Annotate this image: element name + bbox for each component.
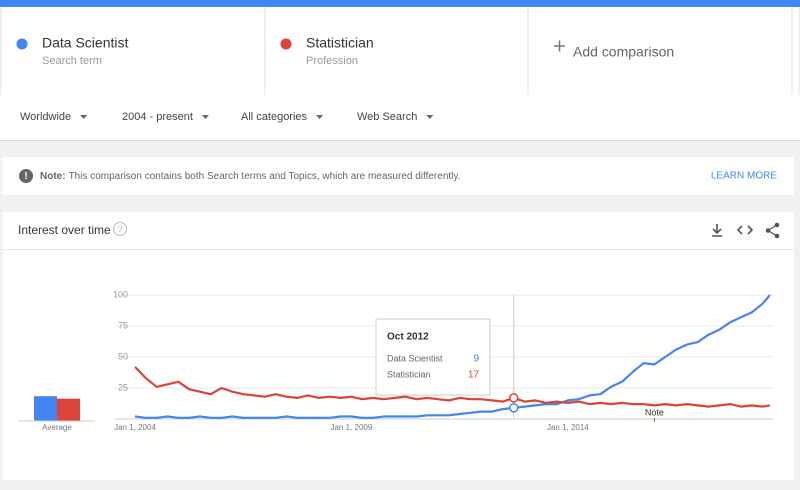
x-tick-label: Jan 1, 2009 xyxy=(331,423,373,432)
term-card[interactable]: Data Scientist Search term xyxy=(16,35,129,67)
series-line xyxy=(134,294,771,419)
y-tick-label: 25 xyxy=(118,382,128,392)
filter-label: Web Search xyxy=(357,111,417,123)
filter-dropdown[interactable]: All categories xyxy=(241,111,324,123)
hover-marker xyxy=(508,393,519,403)
y-tick-label: 75 xyxy=(118,320,128,330)
filter-label: Worldwide xyxy=(20,111,71,123)
download-icon[interactable] xyxy=(712,224,722,237)
share-link xyxy=(766,224,778,237)
note-text: Note: This comparison contains both Searc… xyxy=(40,171,460,182)
header xyxy=(2,7,798,95)
share-icon[interactable] xyxy=(765,222,780,239)
average-bar xyxy=(57,398,80,421)
top-bar xyxy=(0,0,800,7)
tooltip-box xyxy=(375,318,491,396)
note-icon-glyph: ! xyxy=(24,171,27,182)
note-icon xyxy=(19,169,33,183)
annotation[interactable]: Note xyxy=(645,407,664,417)
line-chart: 25 50 75 100 Jan 1, 2004 Jan 1, 2009 Jan 1, 20… xyxy=(18,289,773,432)
filter-dropdown[interactable]: Web Search xyxy=(357,111,434,123)
plus-icon xyxy=(554,40,565,52)
note-card xyxy=(3,157,794,195)
tooltip-value: 9 xyxy=(473,354,479,365)
tooltip-name: Data Scientist xyxy=(387,353,443,363)
add-comparison[interactable]: Add comparison xyxy=(554,40,674,60)
help-icon[interactable] xyxy=(113,222,127,236)
y-tick-label: 100 xyxy=(113,289,128,299)
dropdown-arrow xyxy=(426,115,434,119)
dropdown-arrow xyxy=(316,115,324,119)
filter-dropdown[interactable]: Worldwide xyxy=(20,111,88,123)
series-line xyxy=(134,366,771,408)
filter-bar xyxy=(0,95,800,140)
term-dot xyxy=(280,38,292,50)
term-name: Data Scientist xyxy=(42,35,128,51)
tooltip-date: Oct 2012 xyxy=(387,332,429,343)
embed-icon[interactable] xyxy=(736,225,754,235)
tooltip: Oct 2012 Data Scientist 9 Statistician 17 xyxy=(375,318,491,396)
average-label: Average xyxy=(42,423,72,432)
filter-label: 2004 - present xyxy=(122,111,193,123)
note-body: This comparison contains both Search ter… xyxy=(69,171,461,182)
x-tick-label: Jan 1, 2004 xyxy=(114,423,156,432)
hover-marker xyxy=(508,403,519,413)
term-name: Statistician xyxy=(306,35,374,51)
y-tick-label: 50 xyxy=(118,351,128,361)
term-subtitle: Search term xyxy=(42,55,102,67)
term-dot xyxy=(16,38,28,50)
note-label: Note: xyxy=(40,171,66,182)
term-subtitle: Profession xyxy=(306,55,358,67)
help-glyph: ? xyxy=(117,224,122,234)
dropdown-arrow xyxy=(80,115,88,119)
filter-label: All categories xyxy=(241,111,308,123)
learn-more[interactable]: LEARN MORE xyxy=(711,171,777,182)
dropdown-arrow xyxy=(201,115,209,119)
panel-title: Interest over time xyxy=(18,223,111,237)
average-bar xyxy=(34,396,57,421)
tooltip-name: Statistician xyxy=(387,369,431,379)
x-tick-label: Jan 1, 2014 xyxy=(547,423,589,432)
add-comparison-label: Add comparison xyxy=(573,44,674,60)
filter-dropdown[interactable]: 2004 - present xyxy=(122,111,209,123)
tooltip-value: 17 xyxy=(468,370,480,381)
term-card[interactable]: Statistician Profession xyxy=(280,35,374,67)
